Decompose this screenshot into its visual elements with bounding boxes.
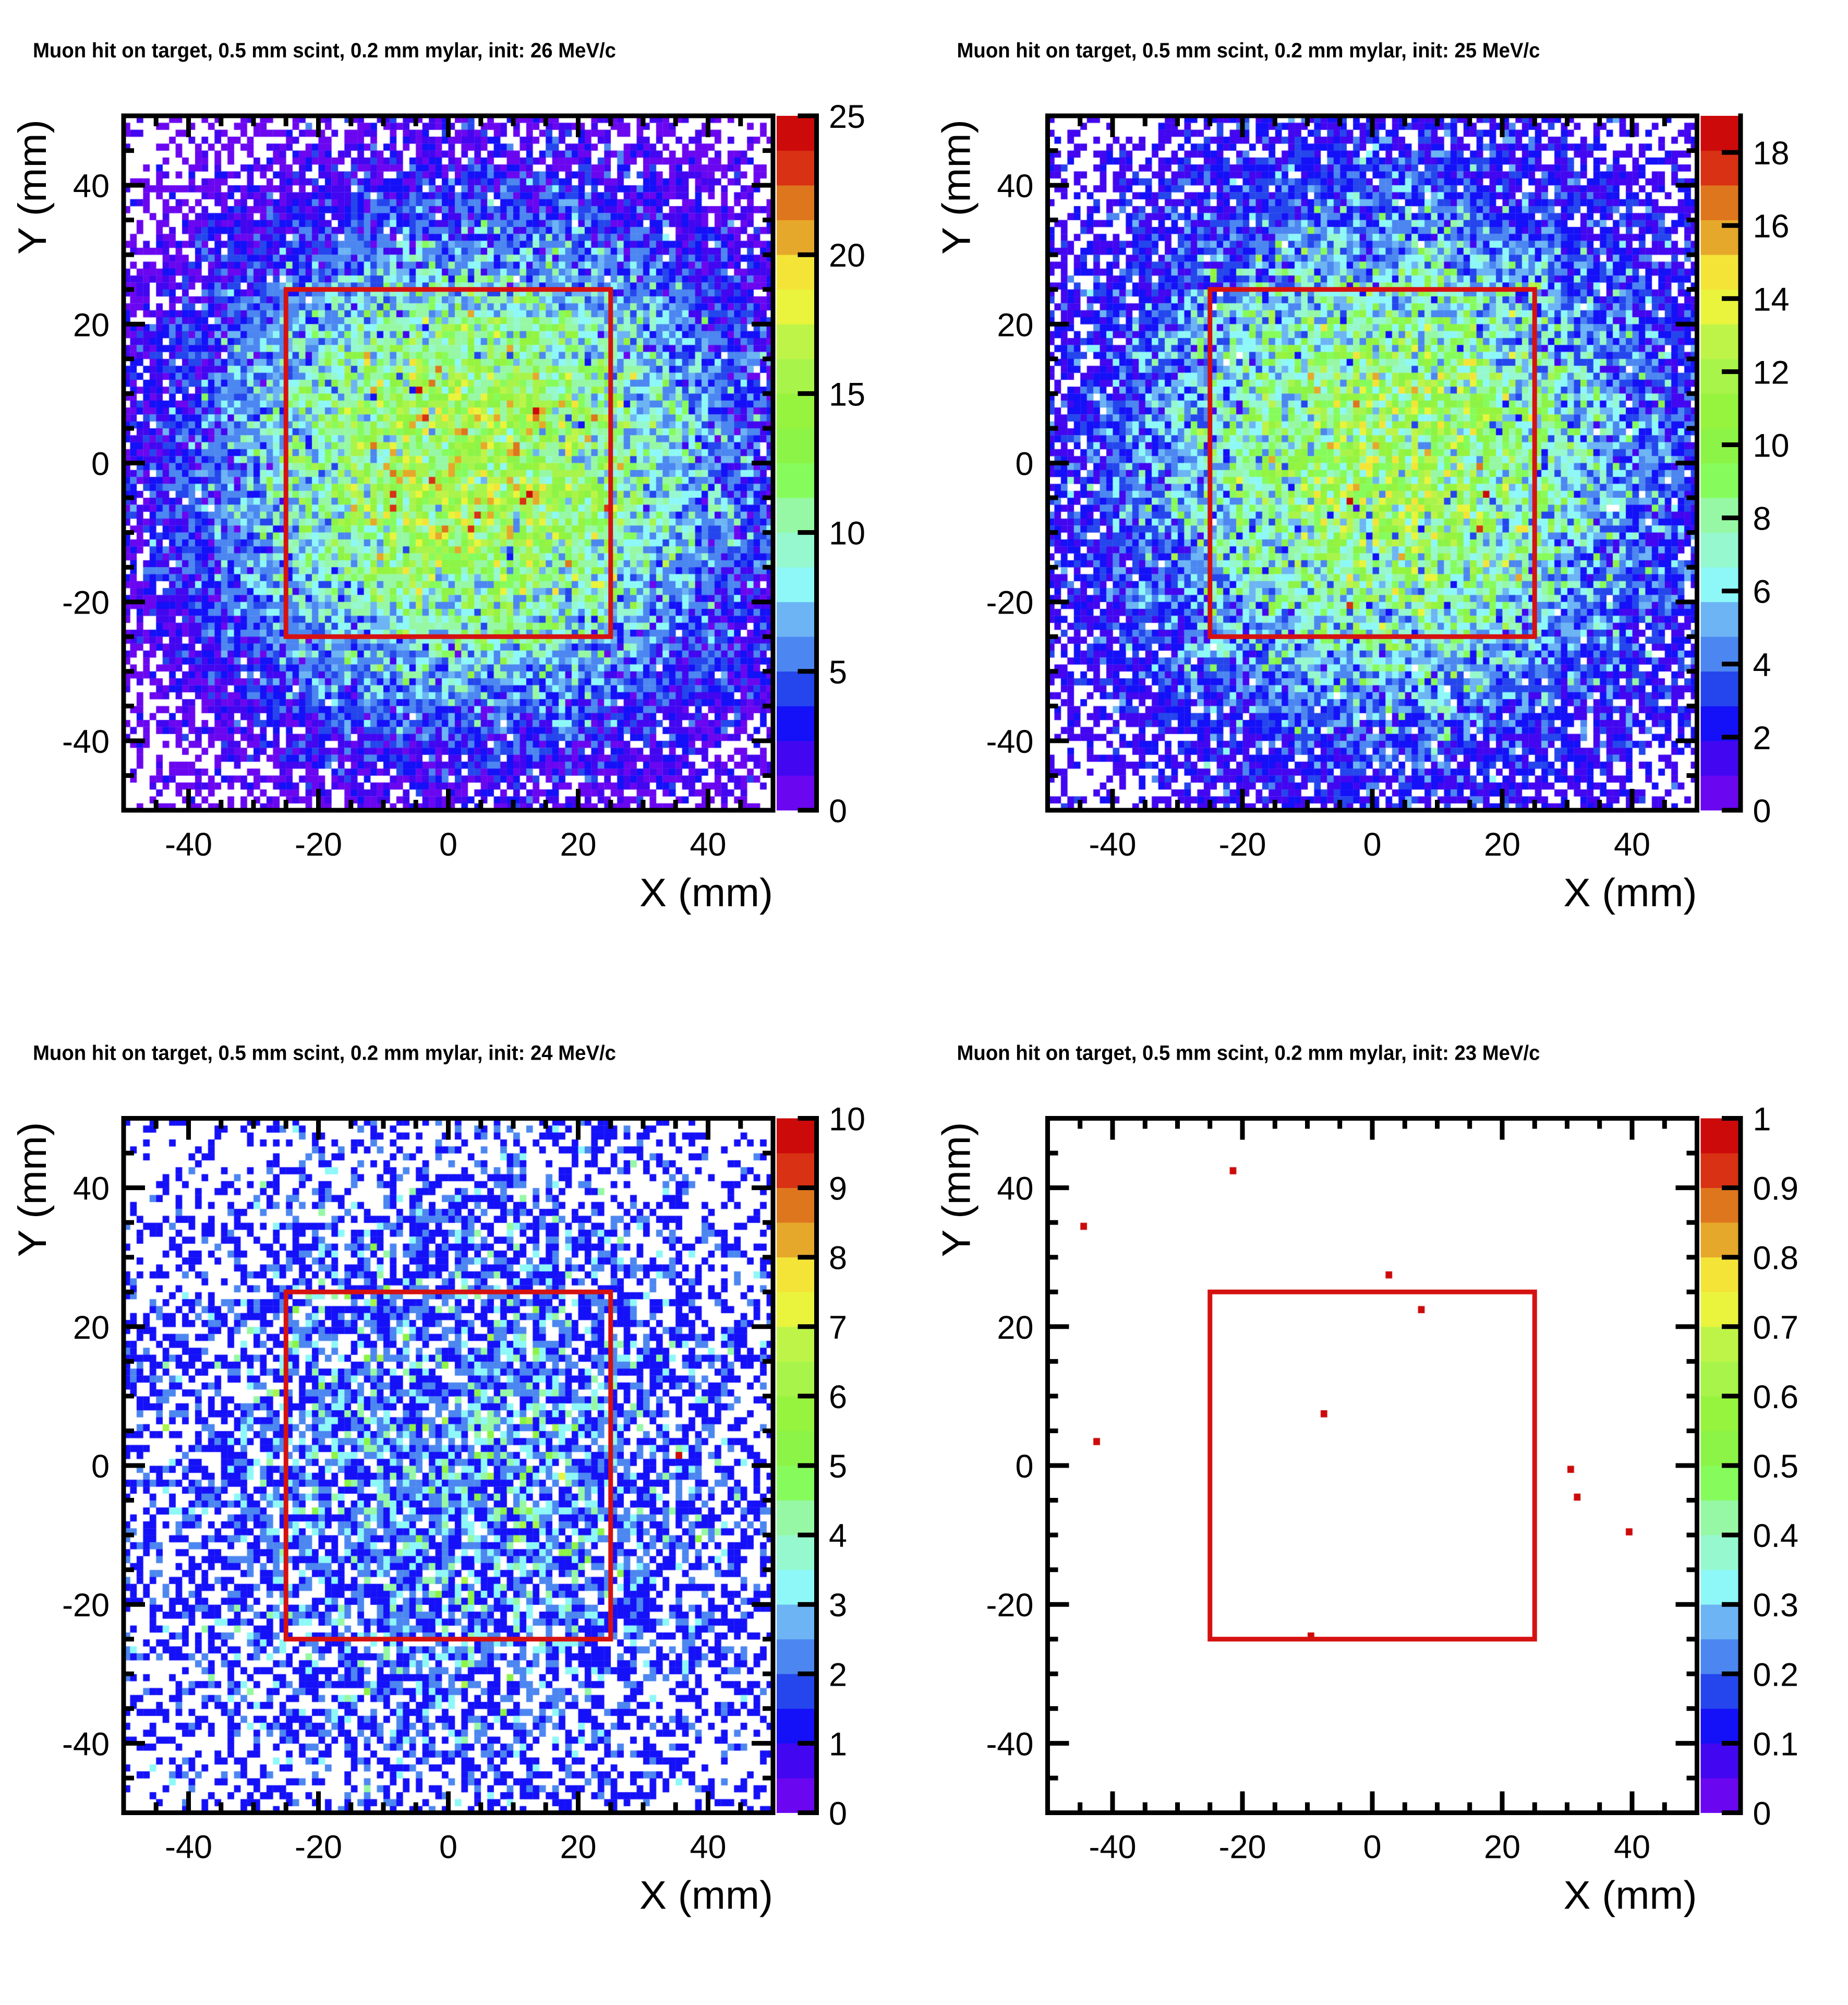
svg-text:25: 25 xyxy=(829,99,865,135)
svg-text:0.8: 0.8 xyxy=(1753,1240,1799,1277)
svg-text:X (mm): X (mm) xyxy=(639,1874,773,1918)
svg-text:40: 40 xyxy=(73,168,110,205)
svg-text:-20: -20 xyxy=(295,826,342,863)
svg-text:Muon hit on target, 0.5 mm sci: Muon hit on target, 0.5 mm scint, 0.2 mm… xyxy=(33,39,616,62)
svg-text:0: 0 xyxy=(91,1448,110,1485)
svg-text:5: 5 xyxy=(829,654,847,691)
svg-text:-20: -20 xyxy=(295,1829,342,1866)
svg-text:0: 0 xyxy=(1753,1796,1771,1832)
svg-text:0.2: 0.2 xyxy=(1753,1656,1799,1693)
svg-text:Y (mm): Y (mm) xyxy=(935,1122,979,1257)
svg-text:20: 20 xyxy=(1484,826,1520,863)
svg-text:0: 0 xyxy=(1363,1829,1381,1866)
svg-text:0.4: 0.4 xyxy=(1753,1518,1799,1554)
svg-text:1: 1 xyxy=(829,1726,847,1762)
svg-text:0.6: 0.6 xyxy=(1753,1379,1799,1415)
svg-text:9: 9 xyxy=(829,1171,847,1207)
svg-text:20: 20 xyxy=(560,826,596,863)
svg-text:-20: -20 xyxy=(986,585,1033,621)
svg-text:0.7: 0.7 xyxy=(1753,1310,1799,1346)
svg-text:20: 20 xyxy=(73,307,110,343)
svg-text:15: 15 xyxy=(829,376,865,413)
svg-text:40: 40 xyxy=(73,1171,110,1207)
svg-text:7: 7 xyxy=(829,1310,847,1346)
svg-text:4: 4 xyxy=(829,1518,847,1554)
svg-text:10: 10 xyxy=(1753,428,1790,464)
svg-text:Muon hit on target, 0.5 mm sci: Muon hit on target, 0.5 mm scint, 0.2 mm… xyxy=(33,1042,616,1065)
svg-text:0: 0 xyxy=(439,826,457,863)
svg-text:-40: -40 xyxy=(986,1726,1033,1762)
svg-text:0: 0 xyxy=(91,446,110,483)
svg-text:40: 40 xyxy=(1614,826,1650,863)
svg-text:0: 0 xyxy=(1015,1448,1033,1485)
svg-text:Y (mm): Y (mm) xyxy=(10,119,55,255)
svg-text:20: 20 xyxy=(997,1310,1033,1346)
svg-text:-40: -40 xyxy=(165,1829,212,1866)
svg-text:20: 20 xyxy=(560,1829,596,1866)
svg-text:-40: -40 xyxy=(165,826,212,863)
svg-text:0: 0 xyxy=(1753,793,1771,830)
svg-text:2: 2 xyxy=(829,1656,847,1693)
svg-text:0: 0 xyxy=(1363,826,1381,863)
svg-text:X (mm): X (mm) xyxy=(639,871,773,915)
svg-text:-40: -40 xyxy=(1089,826,1136,863)
svg-text:0: 0 xyxy=(829,1796,847,1832)
svg-text:1: 1 xyxy=(1753,1101,1771,1138)
svg-text:X (mm): X (mm) xyxy=(1564,871,1697,915)
svg-text:20: 20 xyxy=(1484,1829,1520,1866)
svg-text:16: 16 xyxy=(1753,208,1790,245)
svg-text:3: 3 xyxy=(829,1587,847,1624)
svg-text:0.1: 0.1 xyxy=(1753,1726,1799,1762)
svg-text:12: 12 xyxy=(1753,354,1790,391)
svg-text:0.5: 0.5 xyxy=(1753,1448,1799,1485)
svg-text:40: 40 xyxy=(690,1829,726,1866)
svg-text:0.9: 0.9 xyxy=(1753,1171,1799,1207)
svg-text:0: 0 xyxy=(829,793,847,830)
svg-text:-20: -20 xyxy=(1218,826,1266,863)
svg-text:-20: -20 xyxy=(986,1587,1033,1624)
svg-text:18: 18 xyxy=(1753,135,1790,172)
svg-text:10: 10 xyxy=(829,515,865,552)
svg-text:-40: -40 xyxy=(62,724,110,760)
svg-text:0: 0 xyxy=(1015,446,1033,483)
svg-text:-20: -20 xyxy=(62,585,110,621)
svg-text:-20: -20 xyxy=(1218,1829,1266,1866)
svg-text:8: 8 xyxy=(1753,501,1771,537)
svg-text:5: 5 xyxy=(829,1448,847,1485)
svg-text:10: 10 xyxy=(829,1101,865,1138)
svg-text:20: 20 xyxy=(829,237,865,274)
svg-text:-40: -40 xyxy=(62,1726,110,1762)
svg-text:-40: -40 xyxy=(986,724,1033,760)
svg-text:-40: -40 xyxy=(1089,1829,1136,1866)
svg-text:Y (mm): Y (mm) xyxy=(935,119,979,255)
svg-text:Muon hit on target, 0.5 mm sci: Muon hit on target, 0.5 mm scint, 0.2 mm… xyxy=(957,1042,1540,1065)
svg-text:-20: -20 xyxy=(62,1587,110,1624)
svg-text:0.3: 0.3 xyxy=(1753,1587,1799,1624)
svg-text:2: 2 xyxy=(1753,720,1771,757)
svg-text:40: 40 xyxy=(690,826,726,863)
svg-text:40: 40 xyxy=(1614,1829,1650,1866)
svg-text:20: 20 xyxy=(73,1310,110,1346)
svg-text:40: 40 xyxy=(997,168,1033,205)
svg-text:Y (mm): Y (mm) xyxy=(10,1122,55,1257)
svg-text:Muon hit on target, 0.5 mm sci: Muon hit on target, 0.5 mm scint, 0.2 mm… xyxy=(957,39,1540,62)
svg-text:4: 4 xyxy=(1753,647,1771,683)
svg-text:40: 40 xyxy=(997,1171,1033,1207)
svg-text:0: 0 xyxy=(439,1829,457,1866)
svg-text:6: 6 xyxy=(829,1379,847,1415)
svg-text:6: 6 xyxy=(1753,574,1771,610)
svg-text:20: 20 xyxy=(997,307,1033,343)
svg-text:14: 14 xyxy=(1753,281,1790,318)
svg-text:X (mm): X (mm) xyxy=(1564,1874,1697,1918)
svg-text:8: 8 xyxy=(829,1240,847,1277)
